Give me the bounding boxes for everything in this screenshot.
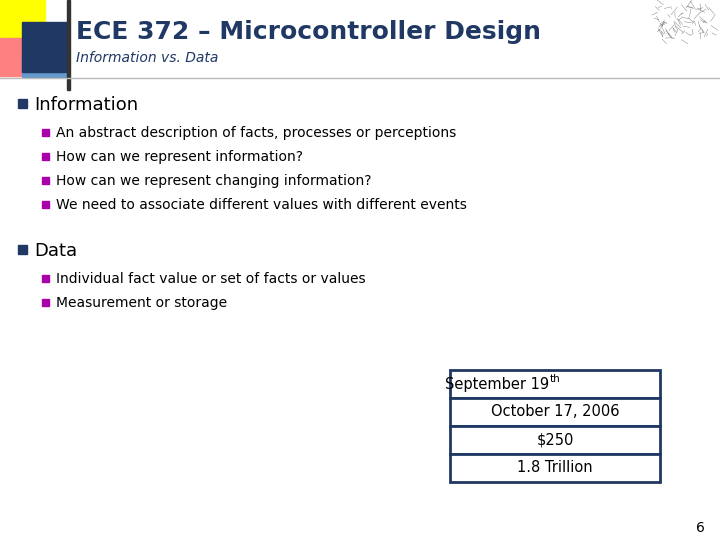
Bar xyxy=(22,55,67,77)
Bar xyxy=(450,370,660,398)
Bar xyxy=(18,245,27,254)
Text: How can we represent changing information?: How can we represent changing informatio… xyxy=(56,174,372,188)
Text: Individual fact value or set of facts or values: Individual fact value or set of facts or… xyxy=(56,272,366,286)
Text: th: th xyxy=(550,374,561,384)
Text: We need to associate different values with different events: We need to associate different values wi… xyxy=(56,198,467,212)
Bar xyxy=(450,454,660,482)
Text: ECE 372 – Microcontroller Design: ECE 372 – Microcontroller Design xyxy=(76,20,541,44)
Bar xyxy=(0,38,38,76)
Bar xyxy=(42,299,49,306)
Bar xyxy=(0,0,45,45)
Bar xyxy=(42,201,49,208)
Bar xyxy=(42,129,49,136)
Text: How can we represent information?: How can we represent information? xyxy=(56,150,303,164)
Text: Information vs. Data: Information vs. Data xyxy=(76,51,218,65)
Text: October 17, 2006: October 17, 2006 xyxy=(491,404,619,420)
Bar xyxy=(450,426,660,454)
Bar xyxy=(450,398,660,426)
Bar xyxy=(18,99,27,108)
Text: September 19: September 19 xyxy=(445,376,549,392)
Text: Data: Data xyxy=(34,242,77,260)
Bar xyxy=(42,153,49,160)
Bar xyxy=(67,0,70,90)
Text: 6: 6 xyxy=(696,521,705,535)
Bar xyxy=(42,177,49,184)
Bar xyxy=(22,22,67,72)
Text: Information: Information xyxy=(34,96,138,114)
Text: 1.8 Trillion: 1.8 Trillion xyxy=(517,461,593,476)
Bar xyxy=(42,275,49,282)
Text: Measurement or storage: Measurement or storage xyxy=(56,296,227,310)
Text: $250: $250 xyxy=(536,433,574,448)
Text: An abstract description of facts, processes or perceptions: An abstract description of facts, proces… xyxy=(56,126,456,140)
